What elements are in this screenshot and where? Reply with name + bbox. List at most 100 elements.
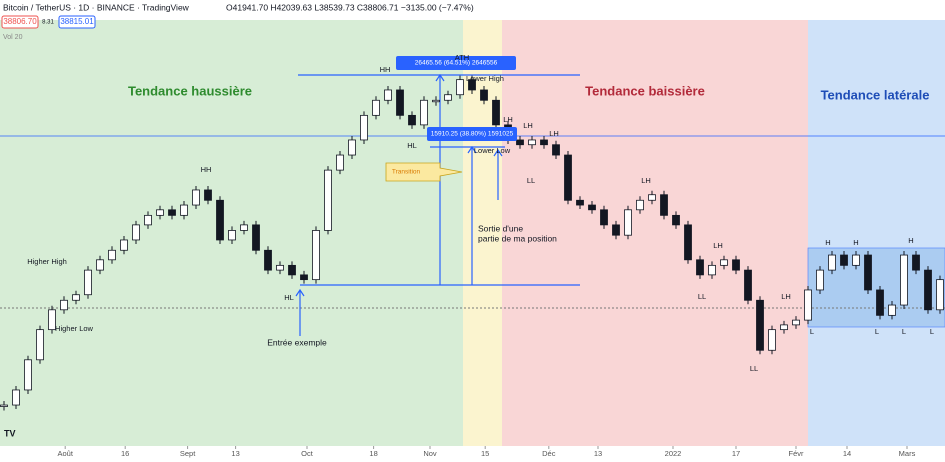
candle (24, 359, 32, 391)
candles (0, 75, 944, 411)
annotation: LH (713, 241, 723, 250)
x-tick-label: Oct (301, 449, 314, 458)
zone-label: Tendance latérale (821, 87, 930, 102)
candle (0, 404, 8, 407)
candle (372, 99, 380, 116)
measure-box (427, 127, 517, 141)
candle (876, 289, 884, 316)
x-tick-label: Févr (789, 449, 805, 458)
buy-box (58, 15, 96, 29)
annotation: H (908, 236, 913, 245)
x-tick-label: 16 (121, 449, 129, 458)
zone-down (502, 20, 808, 446)
candle (780, 324, 788, 331)
candle (120, 239, 128, 251)
zone-range (808, 20, 945, 446)
candle (804, 289, 812, 321)
candle (744, 269, 752, 301)
candle (192, 189, 200, 206)
candle (888, 304, 896, 316)
ohlc: O41941.70 H42039.63 L38539.73 C38806.71 … (226, 2, 474, 12)
annotation: LH (549, 129, 559, 138)
candle (936, 279, 944, 311)
candle (12, 389, 20, 406)
candle (840, 254, 848, 266)
candle (108, 249, 116, 261)
annotation: HH (380, 65, 391, 74)
annotation: Entrée exemple (267, 337, 327, 347)
candle (252, 224, 260, 251)
candle (624, 209, 632, 236)
x-tick-label: Août (57, 449, 73, 458)
x-tick-label: Nov (423, 449, 437, 458)
candle (636, 199, 644, 211)
candle (228, 230, 236, 241)
candle (564, 154, 572, 201)
candle (432, 99, 440, 103)
x-tick-label: 14 (843, 449, 851, 458)
candle (672, 214, 680, 226)
candle (696, 259, 704, 276)
zone-label: Tendance baissière (585, 83, 705, 98)
candle (204, 189, 212, 201)
x-tick-label: 18 (369, 449, 377, 458)
candle (648, 194, 656, 201)
candle (864, 254, 872, 291)
measure-box (396, 56, 516, 70)
annotation: partie de ma position (478, 233, 557, 243)
annotation: Transition (392, 169, 421, 176)
sell-price: 38806.70 (3, 17, 37, 26)
buy-price: 38815.01 (60, 17, 94, 26)
candle (900, 254, 908, 306)
annotation: HH (201, 165, 212, 174)
candle (348, 139, 356, 156)
candle (288, 264, 296, 276)
candle (612, 224, 620, 236)
candle (756, 299, 764, 351)
candle (384, 89, 392, 101)
candle (732, 259, 740, 271)
x-tick-label: Mars (899, 449, 916, 458)
candle (84, 269, 92, 296)
logo: TV (4, 428, 16, 438)
annotation: HL (284, 293, 294, 302)
x-tick-label: 2022 (665, 449, 682, 458)
x-tick-label: 13 (231, 449, 239, 458)
annotation: Sortie d'une (478, 223, 523, 233)
candle (144, 214, 152, 226)
candle (852, 254, 860, 266)
candle (468, 79, 476, 91)
candle (444, 94, 452, 101)
x-tick-label: 15 (481, 449, 489, 458)
candle (300, 274, 308, 281)
annotation: LH (503, 115, 513, 124)
candle (588, 204, 596, 211)
candle (420, 99, 428, 126)
annotation: Higher Low (55, 324, 94, 333)
candle (480, 89, 488, 101)
candle (72, 294, 80, 301)
candle (660, 194, 668, 216)
volume: Vol 20 (3, 34, 23, 41)
header (0, 0, 945, 20)
callout (385, 162, 463, 182)
candle (528, 139, 536, 146)
candle (360, 114, 368, 141)
candle (768, 329, 776, 351)
annotation: LH (641, 176, 651, 185)
annotation: LH (781, 292, 791, 301)
candle (132, 224, 140, 241)
candle (708, 264, 716, 276)
zone-label: Tendance haussière (128, 83, 252, 98)
candle (924, 269, 932, 311)
candle (240, 224, 248, 231)
candle (408, 114, 416, 126)
candle (36, 329, 44, 361)
candle (324, 169, 332, 231)
candle (60, 299, 68, 311)
candle (828, 254, 836, 271)
annotation: HL (407, 141, 417, 150)
annotation: LH (523, 121, 533, 130)
measure-label: 26465.56 (64.51%) 2646556 (415, 60, 498, 67)
